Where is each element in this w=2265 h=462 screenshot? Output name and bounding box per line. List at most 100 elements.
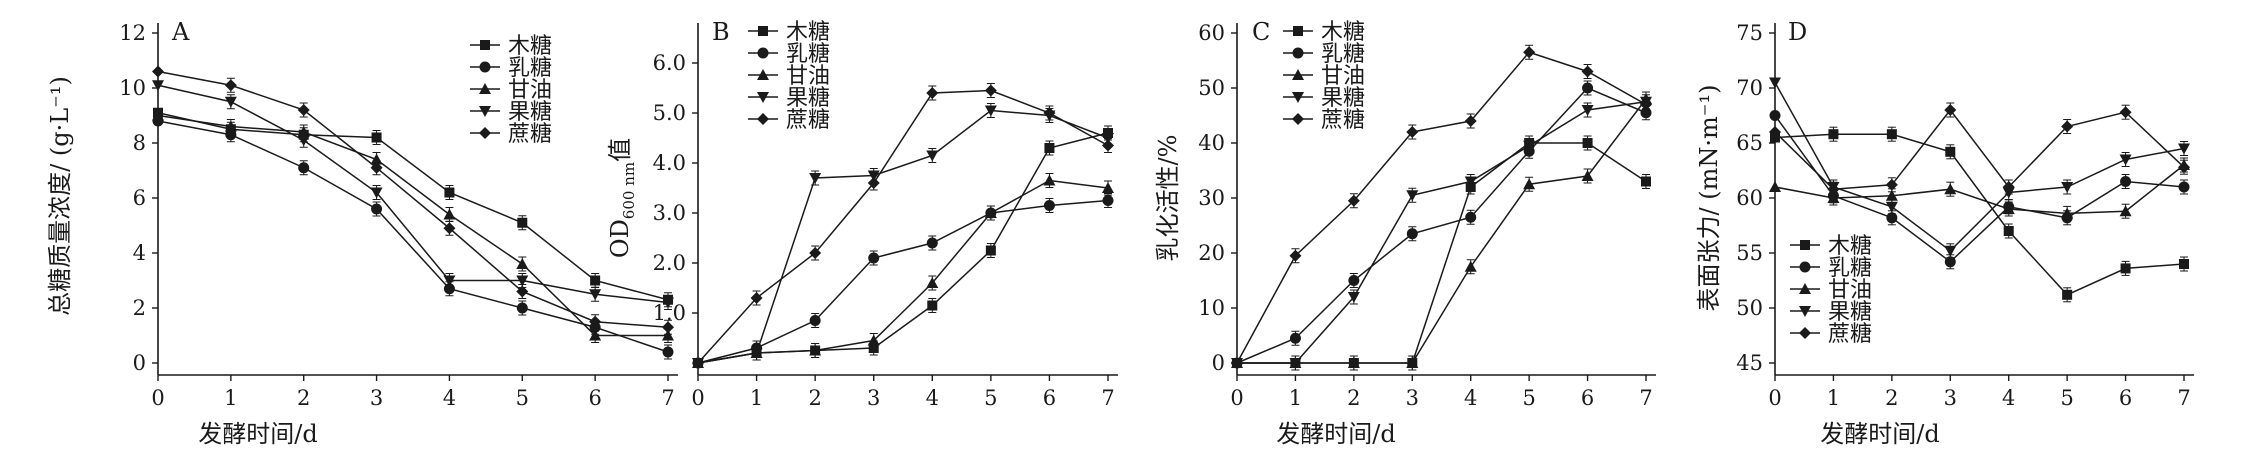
panel-c-point-4 (1464, 115, 1477, 127)
panel-d-point-4 (1944, 104, 1957, 116)
panel-a-ylabel: 总糖质量浓度/ (g·L⁻¹) (46, 76, 74, 316)
panel-a-x-tick-label: 6 (588, 386, 601, 410)
panel-d-series-line-0 (1774, 133, 2185, 296)
panel-c-point-0 (1641, 176, 1651, 187)
panel-b-legend-marker-4 (757, 113, 769, 125)
panel-a-legend-label-2: 甘油 (508, 78, 552, 103)
panel-b-point-4 (1102, 139, 1114, 152)
panel-c-point-1 (1640, 107, 1652, 119)
panel-a-point-1 (662, 346, 674, 358)
panel-a-point-1 (443, 283, 455, 295)
panel-d-point-3 (1769, 77, 1781, 89)
panel-d-x-tick-label: 4 (2002, 386, 2015, 410)
panel-b-x-tick-label: 6 (1043, 386, 1056, 410)
panel-b-point-1 (809, 315, 821, 326)
panel-d-y-tick-label: 70 (1736, 76, 1763, 100)
panel-a-point-0 (517, 217, 528, 228)
panel-b-series-line-3 (697, 109, 1109, 364)
panel-b-point-4 (750, 292, 763, 304)
panel-b-y-tick-label: 6.0 (653, 51, 686, 75)
panel-d-x-tick-label: 3 (1944, 386, 1957, 410)
panel-a-x-tick-label: 3 (370, 386, 383, 410)
panel-c-legend-label-1: 乳糖 (1321, 42, 1365, 67)
panel-a-series-line-4 (157, 70, 669, 328)
panel-c-point-4 (1347, 194, 1360, 207)
panel-c-series-line-3 (1237, 101, 1647, 364)
panel-a-y-tick-label: 6 (133, 186, 146, 210)
panel-b-legend-label-3: 果糖 (786, 86, 830, 111)
panel-c-point-3 (1347, 292, 1360, 303)
panel-a-legend-label-1: 乳糖 (508, 56, 552, 81)
panel-a-point-3 (589, 289, 602, 301)
panel-c-point-2 (1464, 260, 1477, 272)
panel-c-x-tick-label: 3 (1406, 386, 1419, 410)
panel-b-series-line-0 (697, 132, 1109, 364)
panel-d-y-tick-label: 45 (1736, 351, 1763, 375)
panel-c-y-tick-label: 60 (1198, 21, 1225, 45)
panel-a-point-4 (224, 79, 237, 92)
panel-a-point-4 (152, 65, 164, 78)
panel-b-point-1 (1102, 195, 1114, 206)
panel-c-y-tick-label: 30 (1198, 186, 1225, 210)
panel-a-legend-marker-3 (479, 106, 491, 117)
panel-c-y-tick-label: 0 (1212, 351, 1225, 375)
panel-a-point-0 (444, 187, 455, 198)
panel-b-series-line-4 (697, 89, 1109, 364)
panel-b-point-0 (985, 245, 996, 256)
panel-d-x-tick-label: 7 (2177, 386, 2190, 410)
panel-b-legend-marker-3 (757, 92, 769, 103)
panel-d-point-0 (2179, 259, 2189, 269)
panel-a-point-2 (152, 109, 164, 121)
panel-c-y-tick-label: 50 (1198, 76, 1225, 100)
panel-d-point-4 (1769, 126, 1781, 138)
panel-c-ylabel: 乳化活性/% (1154, 135, 1182, 262)
panel-b-point-4 (1043, 107, 1056, 119)
panel-b-point-1 (1043, 200, 1055, 211)
panel-a-point-0 (590, 275, 601, 286)
panel-c-legend-marker-4 (1292, 113, 1304, 125)
panel-d-y-tick-label: 65 (1736, 131, 1763, 155)
panel-c-point-4 (1523, 46, 1536, 59)
panel-c-point-2 (1347, 357, 1360, 368)
panel-a-y-tick-label: 8 (133, 131, 146, 155)
panel-b-x-tick-label: 5 (984, 386, 997, 410)
panel-b-legend-marker-2 (757, 69, 769, 80)
panel-b-point-1 (926, 237, 938, 249)
panel-d-xlabel: 发酵时间/d (1820, 420, 1939, 448)
panel-b-legend-marker-1 (757, 47, 769, 59)
panel-c-legend-marker-3 (1292, 92, 1304, 103)
panel-c-point-2 (1523, 178, 1536, 190)
panel-a-legend-label-0: 木糖 (508, 34, 552, 59)
panel-b-point-1 (868, 252, 880, 264)
panel-a-point-3 (297, 135, 310, 147)
panel-a-point-4 (589, 315, 602, 328)
panel-d-point-3 (1944, 245, 1957, 257)
panel-d-point-0 (2120, 263, 2131, 274)
panel-a-x-tick-label: 0 (151, 386, 164, 410)
panel-d-y-tick-label: 50 (1736, 296, 1763, 320)
panel-c-point-1 (1465, 211, 1477, 223)
panel-c-legend-marker-1 (1292, 47, 1304, 59)
panel-d-point-4 (2002, 181, 2015, 193)
panel-a-point-3 (224, 96, 237, 108)
panel-c-point-1 (1582, 82, 1594, 94)
panel-b-y-tick-label: 1.0 (653, 301, 686, 325)
panel-b-y-tick-label: 2.0 (653, 251, 686, 275)
panel-c-point-3 (1464, 176, 1477, 188)
panel-b-legend-label-4: 蔗糖 (786, 108, 830, 133)
panel-c-point-4 (1231, 357, 1243, 369)
panel-a-point-2 (297, 126, 310, 137)
panel-a-point-1 (516, 302, 528, 314)
panel-b-series-line-1 (697, 199, 1109, 364)
panel-a-point-2 (516, 258, 529, 269)
panel-b-letter: B (712, 18, 730, 46)
panel-d-point-0 (1945, 146, 1956, 157)
panel-a-x-tick-label: 7 (661, 386, 674, 410)
panel-d-legend-marker-2 (1799, 283, 1811, 294)
panel-c-legend-label-0: 木糖 (1321, 20, 1365, 45)
